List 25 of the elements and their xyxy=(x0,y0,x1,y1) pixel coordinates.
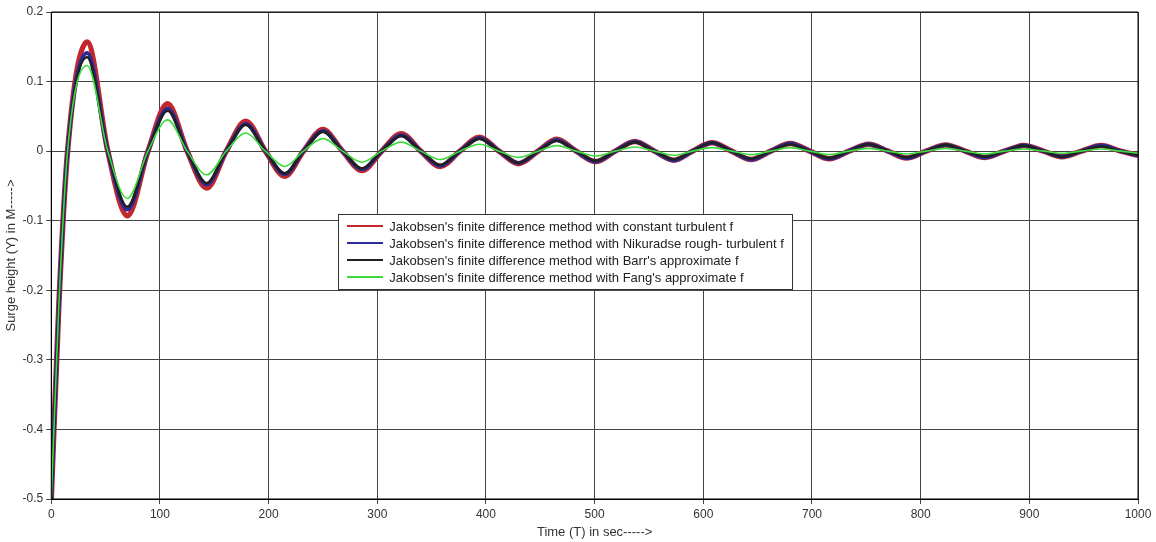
y-tick-label: -0.5 xyxy=(22,491,44,506)
x-tick-label: 700 xyxy=(801,506,823,521)
x-tick-label: 400 xyxy=(475,506,497,521)
y-tick-label: 0 xyxy=(36,143,44,158)
y-tick-label: 0.2 xyxy=(26,4,44,19)
x-tick-label: 300 xyxy=(367,506,388,521)
x-axis-title: Time (T) in sec-----> xyxy=(536,523,653,539)
x-tick-label: 100 xyxy=(149,506,171,521)
y-tick-label: -0.1 xyxy=(22,213,44,228)
x-tick-label: 800 xyxy=(910,506,931,521)
y-tick-label: 0.1 xyxy=(26,73,44,88)
x-tick-label: 200 xyxy=(258,506,279,521)
legend-label: Jakobsen's finite difference method with Nikuradse rough- turbulent f xyxy=(389,235,784,251)
legend-label: Jakobsen's finite difference method with constant turbulent f xyxy=(389,218,734,234)
x-tick-label: 1000 xyxy=(1124,506,1152,521)
x-tick-label: 0 xyxy=(47,506,55,521)
x-tick-label: 900 xyxy=(1019,506,1040,521)
legend-label: Jakobsen's finite difference method with Barr's approximate f xyxy=(389,252,739,268)
x-tick-label: 500 xyxy=(584,506,605,521)
x-tick-label: 600 xyxy=(693,506,714,521)
legend-label: Jakobsen's finite difference method with Fang's approximate f xyxy=(389,269,744,285)
y-tick-label: -0.2 xyxy=(22,282,44,297)
y-tick-label: -0.4 xyxy=(22,421,44,436)
y-tick-label: -0.3 xyxy=(22,352,44,367)
y-axis-title: Surge height (Y) in M-----> xyxy=(3,179,19,332)
